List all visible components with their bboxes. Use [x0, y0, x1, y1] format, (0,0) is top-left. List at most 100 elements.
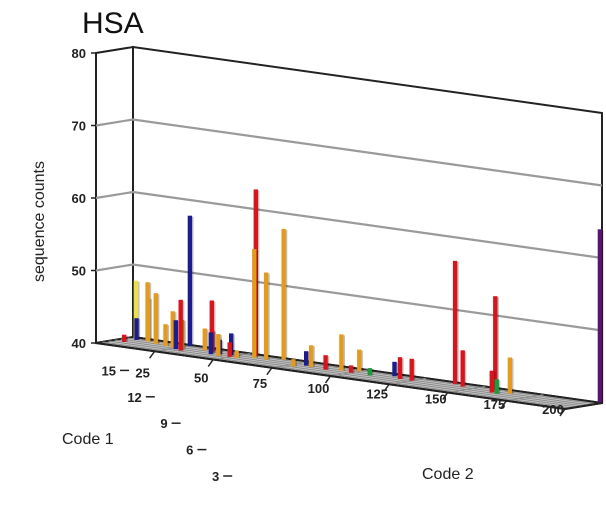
bar-shade — [457, 261, 459, 385]
floor-right-edge — [564, 402, 603, 410]
bar-shade — [512, 358, 514, 394]
bar-shade — [184, 320, 186, 349]
bar-shade — [182, 300, 185, 351]
bar-shade — [126, 335, 128, 342]
bar-red — [489, 370, 494, 393]
bar-green — [367, 368, 372, 376]
x-tick-label: 50 — [194, 371, 208, 386]
bar-shade — [214, 331, 216, 353]
y-tick-label: 15 — [102, 363, 116, 378]
x-tick-label: 25 — [135, 365, 149, 380]
chart-title: HSA — [82, 7, 144, 40]
bar-red — [209, 300, 214, 352]
bar-shade — [258, 190, 260, 357]
bar-blue — [208, 332, 214, 355]
bar-shade — [464, 351, 467, 387]
bar-shade — [402, 358, 404, 379]
bar-orange — [153, 293, 158, 344]
bar-red — [122, 334, 127, 342]
x-tick — [324, 375, 332, 384]
z-tick-label: 60 — [72, 191, 86, 206]
z-tick-label: 80 — [72, 46, 86, 61]
bar-shade — [396, 362, 399, 377]
bars-layer — [95, 189, 604, 410]
bar-shade — [372, 369, 374, 376]
bar-orange — [291, 359, 296, 367]
bar-shade — [498, 380, 501, 394]
bar-blue — [134, 318, 139, 340]
y-tick-label: 6 — [186, 443, 193, 458]
floor-gridline-y — [102, 341, 572, 409]
z-gridline — [95, 190, 603, 260]
bar-yellow — [133, 280, 139, 339]
floor-gridline-y — [114, 339, 584, 407]
bar-orange — [339, 334, 344, 371]
bar-red — [460, 350, 465, 387]
bar-blue — [304, 351, 309, 366]
bar-red — [493, 296, 498, 391]
bar-shade — [150, 299, 152, 342]
bar-orange — [170, 311, 175, 348]
y-tick-label: 9 — [160, 416, 167, 431]
bar-shade — [238, 351, 241, 358]
y-tick-label: 12 — [127, 390, 141, 405]
bar-shade — [497, 297, 499, 391]
bar-shade — [343, 335, 345, 371]
bar-red — [178, 299, 183, 351]
bar-shade — [138, 281, 140, 339]
bar-shade — [285, 229, 288, 360]
bar-shade — [138, 319, 141, 340]
x-tick — [442, 392, 449, 400]
bar-red — [348, 365, 354, 373]
bar-shade — [213, 333, 215, 355]
bar-orange — [252, 249, 257, 358]
bar-orange — [216, 334, 221, 356]
bar-shade — [158, 294, 160, 344]
x-tick-label: 150 — [425, 392, 447, 407]
y-tick-label: 3 — [212, 469, 219, 484]
z-tick-label: 50 — [72, 264, 86, 279]
bar-red — [323, 355, 328, 370]
x-tick — [500, 400, 507, 409]
tick-labels: 40 50 60 70 80 25 50 75 100 125 150 175 200 3 6 9 12 15 — [72, 46, 566, 484]
bar-purple — [597, 229, 603, 404]
bar-shade — [207, 329, 209, 351]
bar-green — [494, 379, 499, 394]
bar-red — [409, 358, 414, 381]
floor-gridline-y — [120, 338, 590, 406]
bar-blue — [173, 320, 178, 350]
bar-orange — [234, 350, 239, 358]
bar-shade — [167, 325, 170, 346]
y-axis-title: Code 1 — [62, 431, 114, 448]
x-tick-label: 125 — [366, 386, 388, 401]
bar-shade — [313, 346, 315, 368]
bar-shade — [295, 360, 297, 367]
bar-shade — [220, 335, 222, 356]
z-tick-label: 70 — [72, 119, 86, 134]
bar-orange — [202, 328, 207, 351]
bar-shade — [231, 343, 234, 357]
bar-orange — [281, 228, 286, 360]
x-axis-title: Code 2 — [422, 466, 474, 483]
x-tick — [207, 359, 214, 367]
z-axis-title: sequence counts — [31, 161, 48, 282]
bar-shade — [192, 216, 194, 347]
bar-shade — [221, 340, 224, 355]
x-tick-label: 175 — [484, 397, 506, 412]
bar-red — [227, 342, 232, 357]
bar-red — [452, 260, 458, 385]
bar-shade — [268, 273, 270, 360]
bar-shade — [327, 356, 330, 370]
bar-shade — [602, 230, 604, 404]
x-tick-label: 200 — [542, 402, 564, 417]
x-tick — [559, 408, 566, 417]
bar-blue — [392, 361, 397, 377]
bar-orange — [146, 298, 151, 342]
z-gridline — [95, 263, 603, 332]
x-tick — [149, 350, 156, 359]
bar-shade — [353, 366, 355, 373]
floor-gridline-y — [108, 340, 578, 408]
bar-shade — [361, 350, 363, 372]
bar-red — [397, 357, 403, 379]
